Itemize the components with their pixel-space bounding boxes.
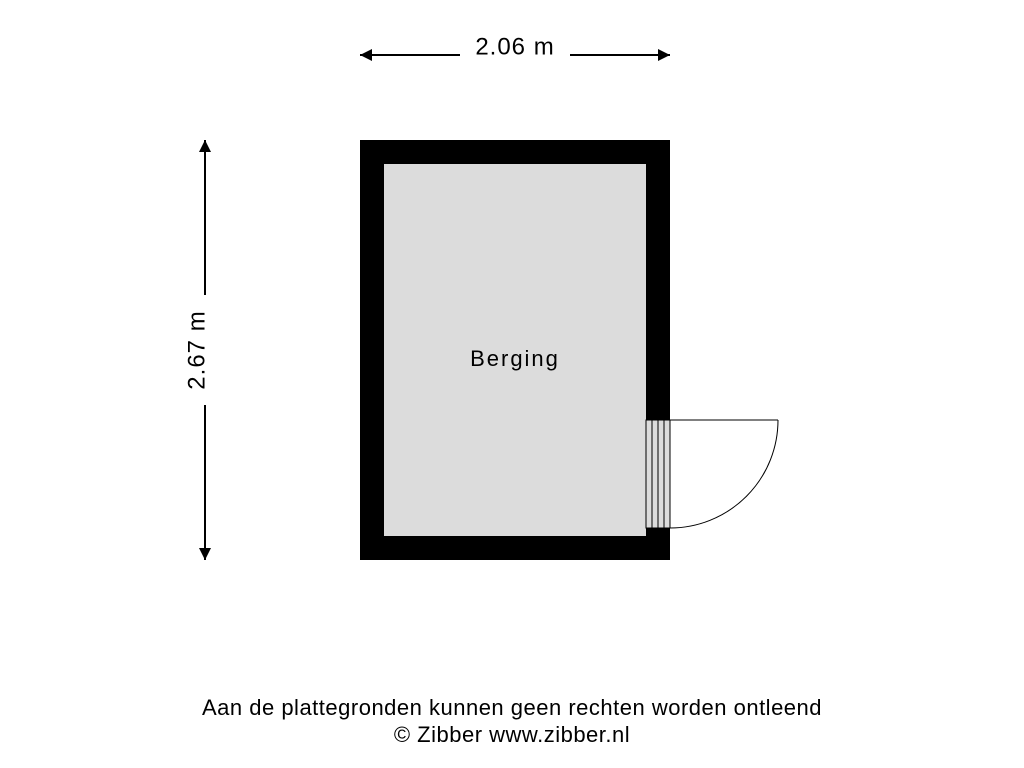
dimension-left-label: 2.67 m: [183, 310, 210, 389]
arrow-up-icon: [199, 140, 211, 152]
room-label: Berging: [470, 346, 560, 371]
dimension-top-label: 2.06 m: [475, 33, 554, 60]
arrow-left-icon: [360, 49, 372, 61]
dimension-left: 2.67 m: [183, 140, 213, 560]
door-swing-arc: [670, 420, 778, 528]
arrow-down-icon: [199, 548, 211, 560]
footer-disclaimer: Aan de plattegronden kunnen geen rechten…: [202, 695, 822, 720]
floorplan-canvas: 2.06 m 2.67 m Berging Aan de plattegrond…: [0, 0, 1024, 768]
floorplan-svg: 2.06 m 2.67 m Berging Aan de plattegrond…: [0, 0, 1024, 768]
footer-copyright: © Zibber www.zibber.nl: [394, 722, 630, 747]
arrow-right-icon: [658, 49, 670, 61]
dimension-top: 2.06 m: [360, 32, 670, 62]
